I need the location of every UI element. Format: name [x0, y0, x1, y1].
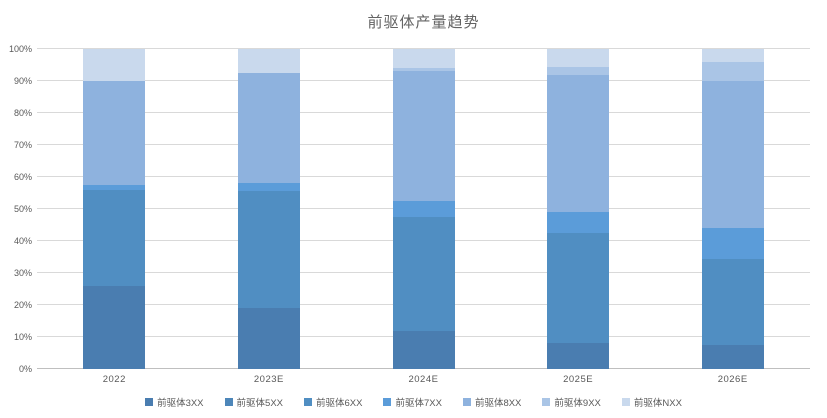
bar-segment-前驱体6XX	[392, 217, 455, 331]
y-axis-tick-label: 90%	[13, 76, 32, 86]
x-axis-tick-label: 2022	[102, 374, 126, 385]
legend-label: 前驱体5XX	[236, 398, 283, 409]
legend-item: 前驱体6XX	[304, 395, 362, 409]
bar-segment-前驱体8XX	[701, 81, 764, 229]
bar-segment-前驱体NXX	[237, 49, 300, 73]
bar-segment-前驱体8XX	[83, 81, 146, 185]
bar-segment-前驱体6XX	[701, 258, 764, 345]
bar-segment-前驱体6XX	[547, 233, 610, 344]
legend-label: 前驱体8XX	[474, 398, 522, 409]
legend-item: 前驱体9XX	[542, 395, 601, 409]
legend-label: 前驱体3XX	[157, 398, 204, 409]
bar-segment-前驱体6XX	[83, 189, 146, 286]
bar-2023e	[237, 49, 300, 369]
bar-segment-前驱体NXX	[392, 49, 455, 69]
bar-segment-前驱体9XX	[547, 66, 610, 75]
bar-segment-前驱体7XX	[392, 201, 455, 217]
bar-segment-前驱体7XX	[237, 183, 300, 192]
bar-segment-前驱体6XX	[237, 191, 300, 309]
legend-swatch-icon	[462, 398, 471, 406]
bar-segment-前驱体NXX	[701, 49, 764, 62]
gridline	[37, 48, 810, 49]
bar-segment-前驱体3XX	[237, 308, 300, 369]
legend: 前驱体3XX 前驱体5XX 前驱体6XX 前驱体7XX 前驱体8XX 前驱体9XX 前驱体N…	[0, 395, 827, 409]
legend-label: 前驱体6XX	[316, 398, 363, 409]
bar-segment-前驱体8XX	[547, 74, 610, 213]
bar-segment-前驱体NXX	[547, 49, 610, 67]
legend-item: 前驱体7XX	[383, 395, 442, 409]
bar-segment-前驱体7XX	[701, 228, 764, 259]
legend-item: 前驱体8XX	[462, 395, 522, 409]
bar-2022	[83, 49, 146, 369]
x-axis-tick-label: 2025E	[563, 374, 594, 385]
legend-swatch-icon	[621, 398, 630, 406]
chart-title: 前驱体产量趋势	[367, 14, 480, 31]
legend-item: 前驱体5XX	[224, 395, 283, 409]
legend-swatch-icon	[383, 398, 392, 406]
bar-segment-前驱体9XX	[701, 61, 764, 81]
bar-segment-前驱体3XX	[701, 345, 764, 369]
x-axis-tick-label: 2024E	[408, 374, 439, 385]
legend-swatch-icon	[304, 398, 312, 406]
y-axis-tick-label: 10%	[13, 332, 32, 342]
bar-segment-前驱体8XX	[392, 71, 455, 201]
plot-area	[37, 48, 810, 369]
bar-segment-前驱体NXX	[83, 49, 146, 81]
bar-2026e	[701, 49, 764, 369]
bar-segment-前驱体8XX	[237, 73, 300, 184]
x-axis-tick-label: 2023E	[253, 374, 284, 385]
bar-2024e	[392, 49, 455, 369]
bar-segment-前驱体3XX	[392, 330, 455, 369]
y-axis-tick-label: 0%	[18, 364, 32, 374]
bar-segment-前驱体7XX	[547, 212, 610, 233]
y-axis-tick-label: 40%	[13, 236, 32, 246]
bar-segment-前驱体3XX	[547, 343, 610, 369]
legend-label: 前驱体NXX	[633, 398, 682, 409]
legend-swatch-icon	[145, 398, 154, 406]
legend-swatch-icon	[224, 398, 233, 406]
y-axis-tick-label: 20%	[13, 300, 32, 310]
y-axis-tick-label: 70%	[13, 140, 32, 150]
y-axis-tick-label: 80%	[13, 108, 32, 118]
legend-swatch-icon	[542, 398, 551, 406]
legend-item: 前驱体3XX	[145, 395, 204, 409]
bar-segment-前驱体9XX	[392, 68, 455, 72]
y-axis-tick-label: 100%	[8, 44, 32, 54]
x-axis-tick-label: 2026E	[717, 374, 748, 385]
y-axis-tick-label: 60%	[13, 172, 32, 182]
legend-label: 前驱体7XX	[395, 398, 442, 409]
legend-label: 前驱体9XX	[554, 398, 601, 409]
legend-item: 前驱体NXX	[621, 395, 682, 409]
y-axis-tick-label: 50%	[13, 204, 32, 214]
bar-2025e	[547, 49, 610, 369]
bar-segment-前驱体7XX	[83, 185, 146, 190]
bar-segment-前驱体3XX	[83, 285, 146, 369]
y-axis-tick-label: 30%	[13, 268, 32, 278]
